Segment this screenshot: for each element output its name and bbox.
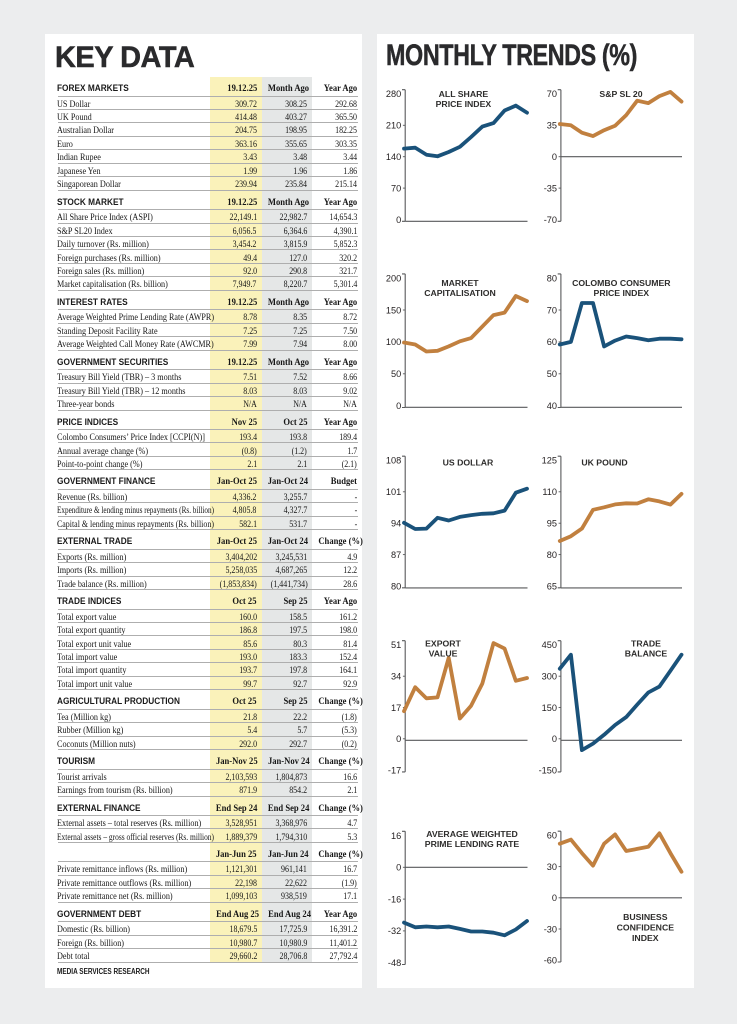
svg-text:150: 150 [386, 305, 401, 315]
svg-text:60: 60 [547, 337, 557, 347]
svg-text:UK POUND: UK POUND [581, 458, 627, 468]
svg-text:US DOLLAR: US DOLLAR [443, 458, 494, 468]
svg-text:150: 150 [542, 703, 557, 713]
svg-text:35: 35 [547, 121, 557, 131]
svg-text:CAPITALISATION: CAPITALISATION [424, 288, 496, 298]
svg-text:-17: -17 [388, 765, 401, 775]
svg-text:0: 0 [552, 152, 557, 162]
svg-text:0: 0 [396, 863, 401, 873]
svg-text:-60: -60 [544, 956, 557, 966]
svg-text:140: 140 [386, 152, 401, 162]
svg-text:CONFIDENCE: CONFIDENCE [617, 923, 675, 933]
svg-text:BALANCE: BALANCE [625, 649, 668, 659]
svg-text:0: 0 [396, 734, 401, 744]
svg-text:50: 50 [547, 369, 557, 379]
svg-text:94: 94 [391, 519, 401, 529]
svg-text:280: 280 [386, 89, 401, 99]
svg-text:PRICE INDEX: PRICE INDEX [594, 288, 650, 298]
svg-text:300: 300 [542, 672, 557, 682]
svg-text:-70: -70 [544, 215, 557, 225]
svg-text:50: 50 [391, 369, 401, 379]
svg-text:70: 70 [547, 305, 557, 315]
svg-text:ALL SHARE: ALL SHARE [439, 89, 489, 99]
svg-text:87: 87 [391, 550, 401, 560]
svg-text:80: 80 [547, 273, 557, 283]
svg-text:51: 51 [391, 640, 401, 650]
svg-text:40: 40 [547, 401, 557, 411]
svg-text:95: 95 [547, 519, 557, 529]
svg-text:100: 100 [386, 337, 401, 347]
svg-text:PRICE INDEX: PRICE INDEX [436, 99, 492, 109]
svg-text:80: 80 [547, 550, 557, 560]
svg-text:-48: -48 [388, 958, 401, 968]
svg-text:125: 125 [542, 456, 557, 466]
svg-text:AVERAGE WEIGHTED: AVERAGE WEIGHTED [426, 829, 518, 839]
svg-text:450: 450 [542, 640, 557, 650]
svg-text:-30: -30 [544, 924, 557, 934]
svg-text:0: 0 [396, 215, 401, 225]
svg-text:34: 34 [391, 672, 401, 682]
svg-text:PRIME LENDING RATE: PRIME LENDING RATE [425, 839, 520, 849]
svg-text:30: 30 [547, 862, 557, 872]
svg-text:17: 17 [391, 703, 401, 713]
svg-text:101: 101 [386, 487, 401, 497]
svg-text:EXPORT: EXPORT [425, 639, 461, 649]
svg-text:-35: -35 [544, 183, 557, 193]
svg-text:VALUE: VALUE [429, 649, 458, 659]
svg-text:70: 70 [391, 183, 401, 193]
svg-text:210: 210 [386, 121, 401, 131]
svg-text:S&P SL 20: S&P SL 20 [599, 89, 642, 99]
svg-text:INDEX: INDEX [632, 933, 659, 943]
svg-text:MARKET: MARKET [441, 278, 479, 288]
svg-text:108: 108 [386, 456, 401, 466]
svg-text:0: 0 [396, 401, 401, 411]
svg-text:80: 80 [391, 581, 401, 591]
svg-text:BUSINESS: BUSINESS [623, 912, 668, 922]
svg-text:COLOMBO CONSUMER: COLOMBO CONSUMER [572, 278, 671, 288]
svg-text:-16: -16 [388, 894, 401, 904]
svg-text:65: 65 [547, 581, 557, 591]
svg-text:110: 110 [542, 487, 557, 497]
svg-text:0: 0 [552, 734, 557, 744]
svg-text:TRADE: TRADE [631, 639, 661, 649]
svg-text:200: 200 [386, 273, 401, 283]
svg-text:-32: -32 [388, 926, 401, 936]
svg-text:0: 0 [552, 893, 557, 903]
svg-text:70: 70 [547, 89, 557, 99]
svg-text:60: 60 [547, 831, 557, 841]
svg-text:-150: -150 [539, 765, 557, 775]
svg-text:16: 16 [391, 831, 401, 841]
